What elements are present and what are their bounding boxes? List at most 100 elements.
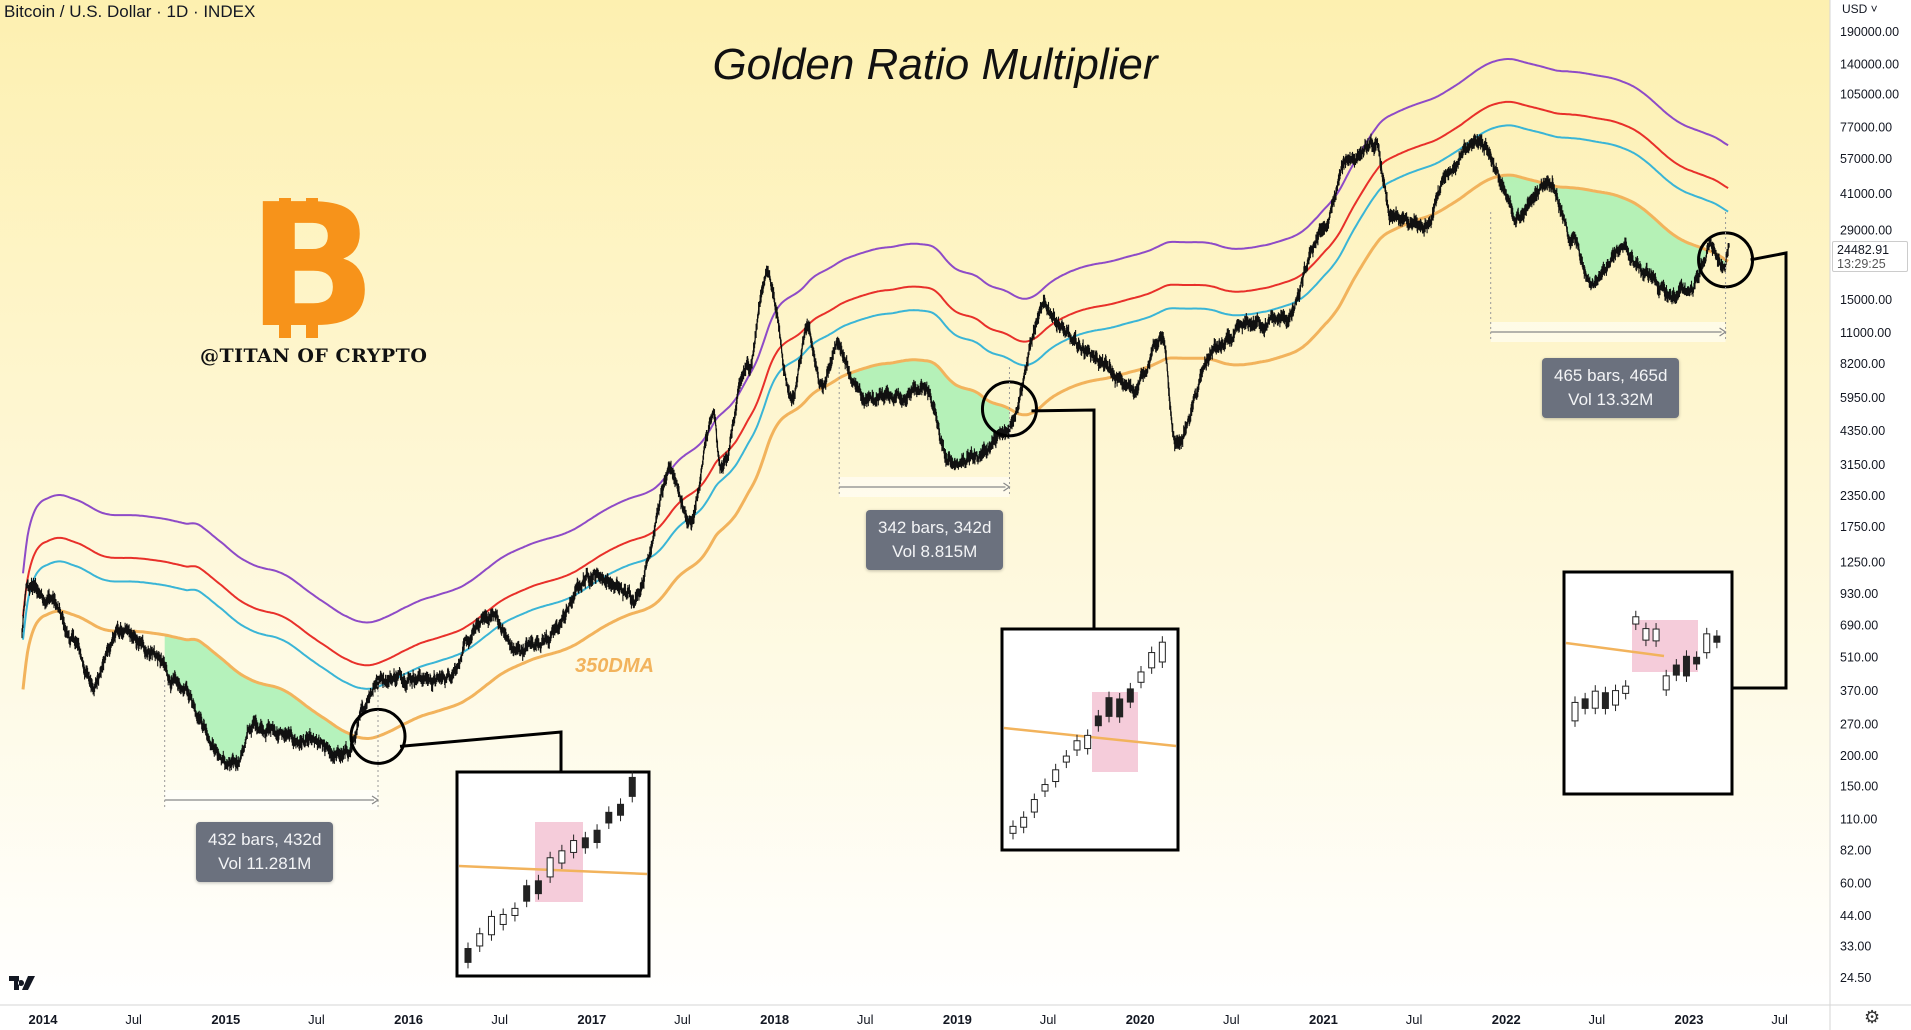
ma-cross-circle-2 <box>980 380 1038 438</box>
inset-candle <box>523 885 531 902</box>
ma-x3-line <box>22 58 1729 624</box>
inset-candle <box>1601 692 1609 709</box>
time-tick-label: Jul <box>308 1012 325 1027</box>
price-tick-label: 510.00 <box>1840 650 1878 664</box>
inset-candle <box>1116 698 1124 718</box>
inset-candle <box>1126 688 1134 703</box>
measurement-tooltip-1: 432 bars, 432d Vol 11.281M <box>196 822 334 882</box>
inset-candle <box>628 776 636 797</box>
price-tick-label: 190000.00 <box>1840 25 1899 39</box>
measure-arrowhead-2 <box>1003 482 1011 492</box>
inset-candle <box>1632 616 1640 625</box>
price-tick-label: 140000.00 <box>1840 57 1899 71</box>
price-tick-label: 1250.00 <box>1840 556 1885 570</box>
inset-candle <box>464 948 472 963</box>
bar-countdown: 13:29:25 <box>1837 257 1886 271</box>
measure-arrowhead-3 <box>1719 327 1727 337</box>
inset-candle <box>1672 664 1680 676</box>
bitcoin-logo-icon: B <box>247 168 377 366</box>
price-line <box>22 138 1730 768</box>
price-tick-label: 930.00 <box>1840 587 1878 601</box>
inset-leader-3 <box>1732 251 1788 690</box>
inset-candle <box>1713 635 1721 643</box>
inset-candle <box>534 880 542 895</box>
price-tick-label: 690.00 <box>1840 618 1878 632</box>
time-tick-label: Jul <box>1589 1012 1606 1027</box>
time-tick-label: Jul <box>1406 1012 1423 1027</box>
inset-candle <box>1682 655 1690 677</box>
chevron-down-icon[interactable]: ˅ <box>1867 2 1878 16</box>
price-tick-label: 24.50 <box>1840 971 1871 985</box>
time-tick-label: 2021 <box>1309 1012 1338 1027</box>
zoom-inset-3 <box>1562 570 1734 796</box>
inset-candle <box>605 811 613 824</box>
inset-candle <box>1062 755 1070 763</box>
time-tick-label: Jul <box>125 1012 142 1027</box>
inset-candle <box>1052 769 1060 783</box>
ma-x1-6-line <box>22 124 1729 690</box>
time-tick-label: Jul <box>1223 1012 1240 1027</box>
inset-candle <box>1020 816 1028 828</box>
green-zone-3 <box>1553 185 1707 300</box>
measure-volume: Vol 13.32M <box>1568 390 1654 409</box>
time-tick-label: 2019 <box>943 1012 972 1027</box>
time-tick-label: Jul <box>1771 1012 1788 1027</box>
inset-candle <box>1073 740 1081 751</box>
time-tick-label: Jul <box>857 1012 874 1027</box>
time-tick-label: 2020 <box>1126 1012 1155 1027</box>
measurement-tooltip-3: 465 bars, 465d Vol 13.32M <box>1542 358 1680 418</box>
price-tick-label: 5950.00 <box>1840 391 1885 405</box>
time-tick-label: Jul <box>491 1012 508 1027</box>
time-tick-label: 2014 <box>29 1012 59 1027</box>
inset-candle <box>593 829 601 843</box>
ma-cross-circle-1 <box>349 707 407 765</box>
inset-candle <box>499 913 507 925</box>
tradingview-logo[interactable] <box>8 972 40 997</box>
time-axis-background <box>0 1005 1911 1030</box>
price-tick-label: 150.00 <box>1840 780 1878 794</box>
last-price-tag: 24482.91 13:29:25 <box>1832 241 1908 272</box>
inset-highlight-2 <box>1092 692 1138 772</box>
price-tick-label: 44.00 <box>1840 909 1871 923</box>
inset-leader-1 <box>399 730 563 772</box>
ma-350-line <box>21 173 1729 740</box>
inset-candle <box>487 915 495 936</box>
inset-candle <box>1094 715 1102 727</box>
inset-candle <box>1084 734 1092 750</box>
inset-candle <box>1652 628 1660 642</box>
inset-candle <box>1642 628 1650 641</box>
inset-candle <box>1030 799 1038 813</box>
time-tick-label: Jul <box>1040 1012 1057 1027</box>
price-tick-label: 57000.00 <box>1840 152 1892 166</box>
inset-candle <box>1591 690 1599 709</box>
green-zone-3 <box>1498 175 1545 223</box>
price-tick-label: 105000.00 <box>1840 88 1899 102</box>
green-zone-2 <box>849 359 1010 467</box>
settings-gear-icon[interactable]: ⚙ <box>1864 1007 1881 1027</box>
measure-bars: 342 bars, 342d <box>878 518 992 537</box>
ma-350-label: 350DMA <box>575 655 654 677</box>
currency-label[interactable]: USD <box>1842 2 1868 16</box>
time-tick-label: Jul <box>674 1012 691 1027</box>
inset-candle <box>1148 652 1156 669</box>
time-tick-label: 2016 <box>394 1012 423 1027</box>
price-tick-label: 370.00 <box>1840 684 1878 698</box>
price-tick-label: 82.00 <box>1840 843 1871 857</box>
price-tick-label: 29000.00 <box>1840 224 1892 238</box>
last-price: 24482.91 <box>1837 243 1890 257</box>
inset-ma-line-3 <box>1565 641 1665 658</box>
price-tick-label: 270.00 <box>1840 718 1878 732</box>
inset-candle <box>1041 784 1049 792</box>
symbol-header[interactable]: Bitcoin / U.S. Dollar · 1D · INDEX <box>4 2 256 21</box>
inset-candle <box>511 907 519 916</box>
inset-candle <box>1662 675 1670 691</box>
price-tick-label: 41000.00 <box>1840 187 1892 201</box>
time-tick-label: 2015 <box>211 1012 240 1027</box>
inset-candle <box>1105 697 1113 717</box>
price-tick-label: 11000.00 <box>1840 326 1891 340</box>
inset-candle <box>570 840 578 853</box>
price-tick-label: 77000.00 <box>1840 120 1892 134</box>
currency-selector[interactable]: USD ˅ <box>1842 2 1878 16</box>
inset-candle <box>1581 698 1589 709</box>
